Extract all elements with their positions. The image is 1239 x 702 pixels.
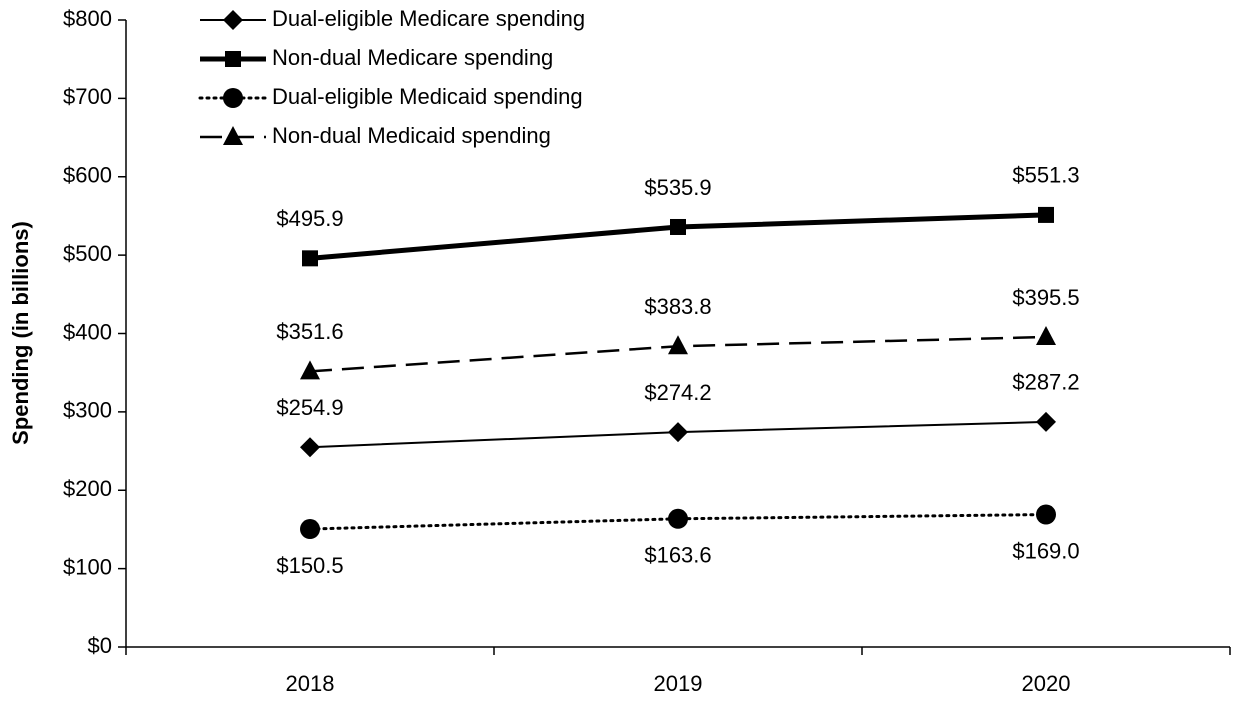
legend-label: Dual-eligible Medicare spending xyxy=(272,6,585,31)
data-point xyxy=(300,360,320,380)
legend-label: Non-dual Medicare spending xyxy=(272,45,553,70)
y-tick-label: $700 xyxy=(63,84,112,109)
data-point xyxy=(300,437,320,458)
data-point xyxy=(300,519,320,540)
data-label: $383.8 xyxy=(644,294,711,319)
data-point xyxy=(670,218,686,235)
data-point xyxy=(1036,504,1056,525)
data-label: $495.9 xyxy=(276,206,343,231)
data-point xyxy=(1036,411,1056,432)
data-label: $274.2 xyxy=(644,380,711,405)
y-tick-label: $400 xyxy=(63,319,112,344)
data-label: $163.6 xyxy=(644,543,711,568)
y-tick-label: $0 xyxy=(88,633,112,658)
legend-label: Dual-eligible Medicaid spending xyxy=(272,84,583,109)
data-point xyxy=(1038,206,1054,223)
y-tick-label: $300 xyxy=(63,398,112,423)
x-tick-label: 2019 xyxy=(654,671,703,696)
legend-marker xyxy=(223,126,243,145)
data-label: $535.9 xyxy=(644,175,711,200)
data-point xyxy=(302,250,318,267)
y-tick-label: $100 xyxy=(63,554,112,579)
y-tick-label: $200 xyxy=(63,476,112,501)
data-label: $254.9 xyxy=(276,395,343,420)
x-tick-label: 2020 xyxy=(1022,671,1071,696)
data-point xyxy=(668,508,688,529)
legend-label: Non-dual Medicaid spending xyxy=(272,123,551,148)
data-label: $150.5 xyxy=(276,553,343,578)
y-tick-label: $800 xyxy=(63,6,112,31)
y-axis-label: Spending (in billions) xyxy=(8,221,33,445)
y-tick-label: $600 xyxy=(63,163,112,188)
data-label: $395.5 xyxy=(1012,285,1079,310)
data-point xyxy=(1036,326,1056,346)
x-tick-label: 2018 xyxy=(286,671,335,696)
y-tick-label: $500 xyxy=(63,241,112,266)
data-label: $287.2 xyxy=(1012,370,1079,395)
legend-marker xyxy=(225,51,241,67)
legend-marker xyxy=(223,10,243,30)
legend-marker xyxy=(223,88,243,108)
data-label: $551.3 xyxy=(1012,163,1079,188)
data-point xyxy=(668,335,688,355)
data-point xyxy=(668,422,688,443)
data-label: $169.0 xyxy=(1012,538,1079,563)
data-label: $351.6 xyxy=(276,319,343,344)
